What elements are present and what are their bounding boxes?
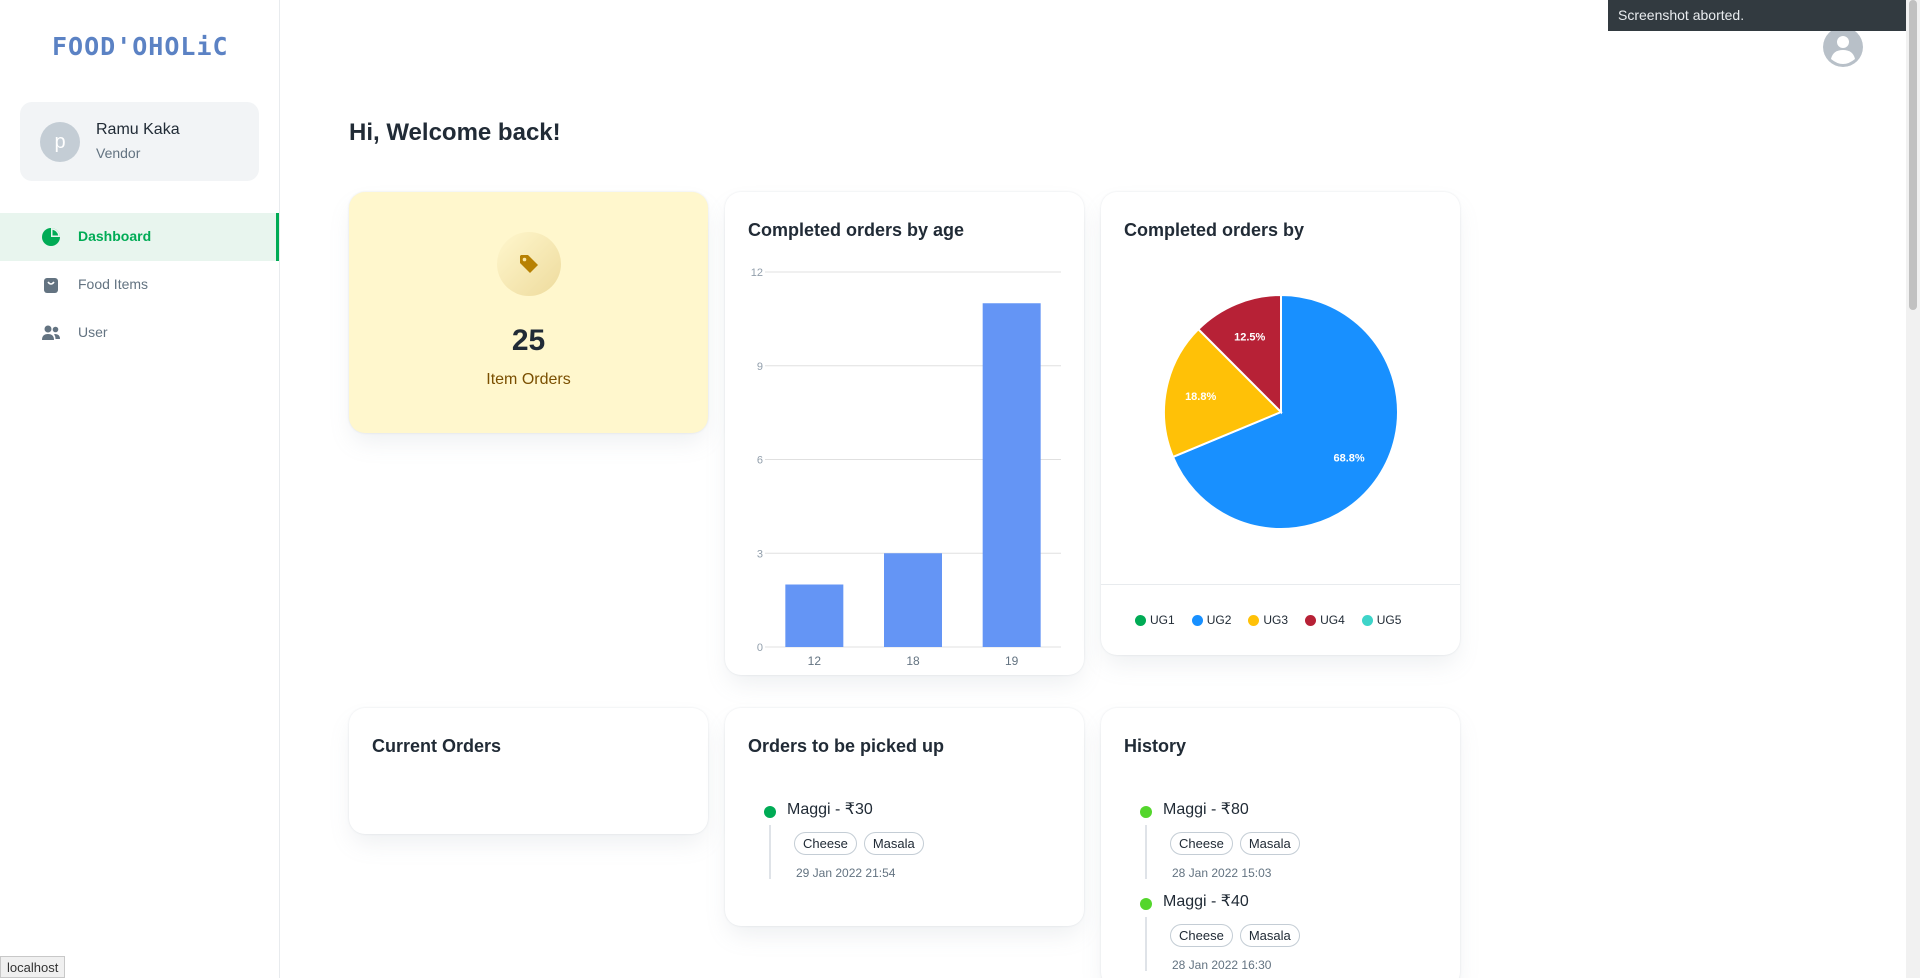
order-time: 28 Jan 2022 15:03 xyxy=(1172,866,1272,880)
page-title: Hi, Welcome back! xyxy=(349,119,561,146)
y-tick-label: 0 xyxy=(757,642,763,654)
account-name: Ramu Kaka xyxy=(96,121,180,138)
order-title: Maggi - ₹40 xyxy=(1163,893,1249,910)
legend-label: UG3 xyxy=(1263,613,1289,627)
item-orders-card: 25 Item Orders xyxy=(349,192,708,433)
tag-chip: Cheese xyxy=(794,832,857,855)
account-role: Vendor xyxy=(96,145,141,161)
pickup-orders-card: Orders to be picked up Maggi - ₹30 Chees… xyxy=(725,708,1084,926)
scrollbar-thumb[interactable] xyxy=(1909,0,1917,310)
order-dot xyxy=(764,806,776,818)
toast-notification: Screenshot aborted. xyxy=(1608,0,1912,31)
tag-chip: Masala xyxy=(1239,832,1300,855)
shopping-bag-icon xyxy=(41,275,61,295)
stat-icon-wrap xyxy=(497,232,561,296)
x-tick-label: 12 xyxy=(808,654,822,668)
legend-item[interactable]: UG1 xyxy=(1135,613,1175,627)
stat-label: Item Orders xyxy=(486,371,571,388)
legend-marker xyxy=(1135,614,1146,626)
chart-title: Completed orders by xyxy=(1124,220,1305,240)
pie-chart-icon xyxy=(41,227,61,247)
sidebar: FOOD'OHOLiC p Ramu Kaka Vendor Dashboard… xyxy=(0,0,280,978)
sidebar-item-label: Food Items xyxy=(78,276,149,292)
timeline-line xyxy=(1145,825,1147,879)
sidebar-item-user[interactable]: User xyxy=(0,309,279,357)
slice-label: 18.8% xyxy=(1185,391,1216,403)
legend-item[interactable]: UG3 xyxy=(1248,613,1288,627)
legend-marker xyxy=(1305,614,1317,626)
order-time: 28 Jan 2022 16:30 xyxy=(1172,958,1272,972)
tag-chip: Cheese xyxy=(1170,832,1233,855)
tag-icon xyxy=(520,255,538,273)
sidebar-item-dashboard[interactable]: Dashboard xyxy=(0,213,279,261)
legend-label: UG4 xyxy=(1320,613,1345,627)
pie-chart-card: Completed orders by 68.8% 18.8% 12.5% UG1 U… xyxy=(1101,192,1460,655)
order-title: Maggi - ₹80 xyxy=(1163,801,1249,818)
sidebar-item-label: User xyxy=(78,324,108,340)
order-dot xyxy=(1140,806,1152,818)
order-dot xyxy=(1140,898,1152,910)
avatar: p xyxy=(40,122,80,162)
account-card: p Ramu Kaka Vendor xyxy=(20,102,259,181)
current-orders-card: Current Orders xyxy=(349,708,708,834)
x-tick-label: 19 xyxy=(1005,654,1019,668)
legend-marker xyxy=(1361,614,1373,626)
legend-item[interactable]: UG5 xyxy=(1361,613,1402,627)
y-tick-label: 6 xyxy=(757,455,763,467)
person-icon xyxy=(1823,27,1863,67)
order-title: Maggi - ₹30 xyxy=(787,801,873,818)
sidebar-item-food-items[interactable]: Food Items xyxy=(0,261,279,309)
stat-value: 25 xyxy=(511,324,546,357)
history-card: History Maggi - ₹80 Cheese Masala 28 Jan… xyxy=(1101,708,1460,978)
slice-label: 12.5% xyxy=(1234,331,1265,343)
tag-chip: Masala xyxy=(863,832,924,855)
user-menu-avatar[interactable] xyxy=(1823,27,1863,67)
legend-item[interactable]: UG4 xyxy=(1305,613,1345,627)
legend-marker xyxy=(1248,614,1260,626)
y-tick-label: 12 xyxy=(751,267,763,279)
tag-chip: Cheese xyxy=(1170,924,1233,947)
bar[interactable] xyxy=(884,553,942,647)
timeline-line xyxy=(769,825,771,879)
divider xyxy=(1101,584,1460,585)
y-tick-label: 3 xyxy=(757,548,763,560)
y-tick-label: 9 xyxy=(757,361,763,373)
pie-slice[interactable] xyxy=(1163,327,1283,459)
timeline-line xyxy=(1145,917,1147,971)
pie-slice[interactable] xyxy=(1196,293,1282,415)
bar[interactable] xyxy=(785,584,844,648)
people-icon xyxy=(41,323,61,343)
card-title: Current Orders xyxy=(372,736,502,756)
legend-item[interactable]: UG2 xyxy=(1191,613,1232,627)
bar[interactable] xyxy=(982,303,1041,647)
order-tags: Cheese Masala xyxy=(1170,832,1300,855)
chart-title: Completed orders by age xyxy=(748,220,965,240)
page-scrollbar[interactable] xyxy=(1906,0,1920,978)
sidebar-item-label: Dashboard xyxy=(78,228,152,244)
bar-chart-card: Completed orders by age 0 3 6 9 12 12 18 19 xyxy=(725,192,1084,675)
x-tick-label: 18 xyxy=(906,654,920,668)
bar-chart: 0 3 6 9 12 12 18 19 xyxy=(751,267,1061,668)
pie-chart: 68.8% 18.8% 12.5% xyxy=(1163,293,1399,530)
legend-marker xyxy=(1191,614,1203,626)
app-logo[interactable]: FOOD'OHOLiC xyxy=(52,32,229,61)
legend-label: UG1 xyxy=(1150,613,1175,627)
legend-label: UG2 xyxy=(1206,613,1232,627)
status-bar-url: localhost xyxy=(0,956,66,978)
chart-legend: UG1 UG2 UG3 UG4 UG5 xyxy=(1135,613,1401,627)
slice-label: 68.8% xyxy=(1334,452,1365,464)
order-tags: Cheese Masala xyxy=(1170,924,1300,947)
pie-slice[interactable] xyxy=(1171,293,1399,530)
card-title: History xyxy=(1124,736,1187,756)
order-time: 29 Jan 2022 21:54 xyxy=(796,866,896,880)
order-tags: Cheese Masala xyxy=(794,832,924,855)
tag-chip: Masala xyxy=(1239,924,1300,947)
legend-label: UG5 xyxy=(1376,613,1402,627)
card-title: Orders to be picked up xyxy=(748,736,945,756)
